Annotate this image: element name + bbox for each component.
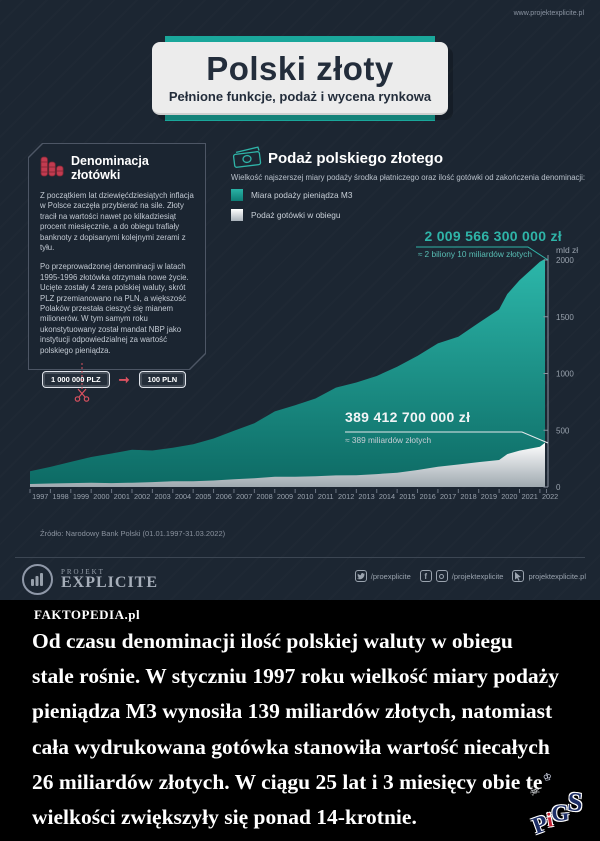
svg-text:1999: 1999 (73, 492, 89, 501)
svg-text:2019: 2019 (481, 492, 497, 501)
svg-text:0: 0 (556, 483, 561, 492)
crown-icon: ♔ (542, 771, 553, 784)
brand-logo: PROJEKT EXPLICITE (22, 564, 158, 595)
svg-text:2014: 2014 (379, 492, 395, 501)
svg-text:2018: 2018 (460, 492, 476, 501)
svg-text:2007: 2007 (236, 492, 252, 501)
svg-text:2001: 2001 (114, 492, 130, 501)
svg-text:2005: 2005 (195, 492, 211, 501)
caption-section: FAKTOPEDIA.pl Od czasu denominacji ilość… (0, 600, 600, 841)
svg-text:2002: 2002 (134, 492, 150, 501)
m3-callout-value: 2 009 566 300 000 zł (424, 228, 562, 244)
brand-badge-icon (22, 564, 53, 595)
supply-title: Podaż polskiego złotego (268, 150, 444, 167)
page-subtitle: Pełnione funkcje, podaż i wycena rynkowa (168, 89, 432, 104)
footer-divider (15, 557, 585, 558)
svg-text:1000: 1000 (556, 370, 574, 379)
cursor-icon[interactable] (512, 570, 525, 582)
website-link[interactable]: projektexplicite.pl (512, 570, 586, 582)
brand-name-top: PROJEKT (61, 567, 105, 576)
caption-line: Od czasu denominacji ilość polskiej walu… (32, 629, 513, 653)
brand-name-bottom: EXPLICITE (61, 573, 159, 591)
caption-source-label: FAKTOPEDIA.pl (34, 607, 141, 622)
legend-item: Miara podaży pieniądza M3 (231, 189, 352, 201)
svg-text:2000: 2000 (556, 256, 574, 265)
banknotes-icon (231, 144, 263, 175)
header-card: Polski złoty Pełnione funkcje, podaż i w… (152, 42, 448, 115)
svg-text:2004: 2004 (175, 492, 191, 501)
svg-text:1500: 1500 (556, 313, 574, 322)
m3-callout-approx: ≈ 2 biliony 10 miliardów złotych (417, 249, 532, 259)
cash-callout-approx: ≈ 389 miliardów złotych (345, 435, 432, 445)
caption-line: stale rośnie. W styczniu 1997 roku wielk… (32, 664, 559, 689)
svg-text:2021: 2021 (522, 492, 538, 501)
facebook-icon[interactable]: f (419, 570, 432, 582)
svg-text:1997: 1997 (32, 492, 48, 501)
social-handle[interactable]: /projektexplicite (451, 571, 504, 581)
pigs-watermark: ♔ ☠ PiGS (513, 767, 600, 841)
caption-line: wielkości zwiększyły się ponad 14-krotni… (32, 805, 417, 830)
banknote-new-label: 100 PLN (138, 371, 187, 389)
svg-text:2000: 2000 (93, 492, 109, 501)
legend-swatch-icon (231, 189, 243, 201)
infographic: www.projektexplicite.pl Polski złoty Peł… (0, 0, 600, 600)
caption-text: Od czasu denominacji ilość polskiej walu… (32, 624, 559, 835)
panel-fill (29, 144, 205, 369)
svg-text:2009: 2009 (277, 492, 293, 501)
legend-label: Podaż gotówki w obiegu (251, 210, 341, 220)
svg-text:2020: 2020 (501, 492, 517, 501)
svg-text:2022: 2022 (542, 492, 558, 501)
svg-text:2006: 2006 (216, 492, 232, 501)
svg-text:2015: 2015 (399, 492, 415, 501)
caption-line: 26 miliardów złotych. W ciągu 25 lat i 3… (32, 769, 543, 794)
caption-line: cała wydrukowana gotówka stanowiła warto… (32, 734, 550, 759)
coin-stacks-icon (40, 155, 64, 182)
cash-callout-value: 389 412 700 000 zł (345, 409, 471, 425)
arrow-right-icon: ➞ (118, 372, 130, 388)
chart-legend: Miara podaży pieniądza M3 Podaż gotówki w… (231, 189, 352, 221)
denomination-paragraph-1: Z początkiem lat dziewięćdziesiątych inf… (40, 191, 194, 253)
skull-icon: ☠ (526, 782, 543, 800)
svg-text:2013: 2013 (358, 492, 374, 501)
svg-text:2016: 2016 (420, 492, 436, 501)
watermark-letter: S (566, 786, 584, 818)
twitter-link[interactable]: /proexplicite (354, 570, 411, 582)
website-label[interactable]: projektexplicite.pl (528, 571, 586, 581)
denomination-title: Denominacja złotówki (71, 154, 149, 182)
website-url-top[interactable]: www.projektexplicite.pl (513, 10, 584, 17)
legend-label: Miara podaży pieniądza M3 (251, 190, 353, 200)
svg-text:2012: 2012 (338, 492, 354, 501)
legend-swatch-icon (231, 209, 243, 221)
svg-text:2011: 2011 (318, 492, 334, 501)
facebook-instagram-link[interactable]: f /projektexplicite (419, 570, 504, 582)
page-title: Polski złoty (206, 50, 394, 87)
caption-line: pieniądza M3 wynosiła 139 miliardów złot… (32, 699, 553, 724)
denomination-graphic: 1 000 000 PLZ ➞ 100 PLN (40, 363, 194, 402)
twitter-handle[interactable]: /proexplicite (370, 571, 411, 581)
supply-subtitle: Wielkość najszerszej miary podaży środka… (231, 173, 586, 182)
banknote-old-label: 1 000 000 PLZ (42, 371, 110, 389)
twitter-icon[interactable] (354, 570, 367, 582)
denomination-paragraph-2: Po przeprowadzonej denominacji w latach … (40, 262, 189, 355)
svg-text:2010: 2010 (297, 492, 313, 501)
svg-text:mld zł: mld zł (556, 245, 578, 255)
svg-text:1998: 1998 (52, 492, 68, 501)
svg-text:2017: 2017 (440, 492, 456, 501)
svg-text:500: 500 (556, 426, 570, 435)
svg-text:2008: 2008 (256, 492, 272, 501)
instagram-icon[interactable] (435, 570, 448, 582)
legend-item: Podaż gotówki w obiegu (231, 209, 352, 221)
svg-text:2003: 2003 (154, 492, 170, 501)
source-note: Źródło: Narodowy Bank Polski (01.01.1997… (40, 529, 226, 538)
denomination-panel: Denominacja złotówki Z początkiem lat dz… (28, 143, 206, 402)
